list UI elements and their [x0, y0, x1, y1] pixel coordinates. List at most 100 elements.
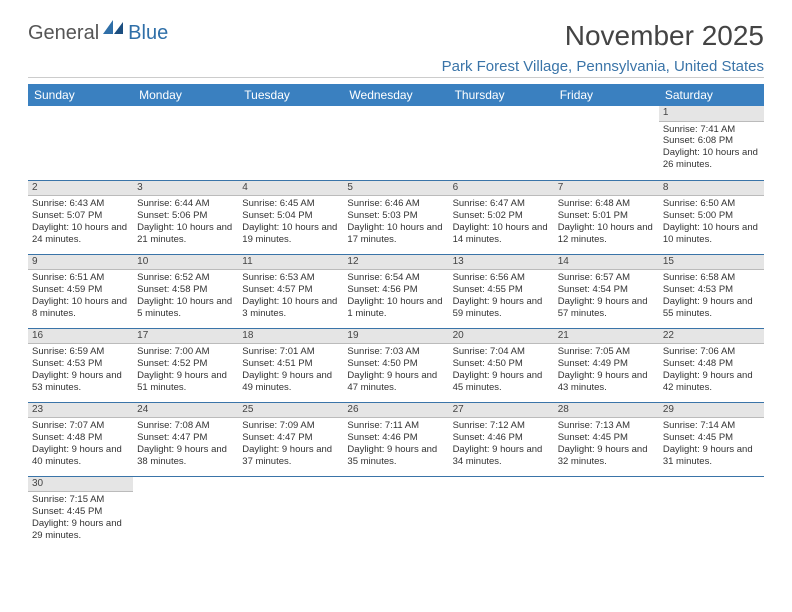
- sunrise-text: Sunrise: 7:12 AM: [453, 420, 550, 432]
- sunrise-text: Sunrise: 6:57 AM: [558, 272, 655, 284]
- day-number: 1: [659, 106, 764, 122]
- sunrise-text: Sunrise: 7:00 AM: [137, 346, 234, 358]
- day-cell: 6Sunrise: 6:47 AMSunset: 5:02 PMDaylight…: [449, 180, 554, 254]
- empty-cell: [449, 476, 554, 550]
- sunset-text: Sunset: 4:50 PM: [347, 358, 444, 370]
- calendar-row: 30Sunrise: 7:15 AMSunset: 4:45 PMDayligh…: [28, 476, 764, 550]
- sunrise-text: Sunrise: 6:48 AM: [558, 198, 655, 210]
- logo: General Blue: [28, 20, 168, 47]
- day-cell: 2Sunrise: 6:43 AMSunset: 5:07 PMDaylight…: [28, 180, 133, 254]
- day-number: 8: [659, 181, 764, 197]
- day-details: Sunrise: 7:13 AMSunset: 4:45 PMDaylight:…: [554, 418, 659, 472]
- day-details: Sunrise: 7:08 AMSunset: 4:47 PMDaylight:…: [133, 418, 238, 472]
- sunset-text: Sunset: 4:48 PM: [32, 432, 129, 444]
- day-details: Sunrise: 7:14 AMSunset: 4:45 PMDaylight:…: [659, 418, 764, 472]
- day-cell: 15Sunrise: 6:58 AMSunset: 4:53 PMDayligh…: [659, 254, 764, 328]
- day-details: Sunrise: 7:05 AMSunset: 4:49 PMDaylight:…: [554, 344, 659, 398]
- day-cell: 25Sunrise: 7:09 AMSunset: 4:47 PMDayligh…: [238, 402, 343, 476]
- day-header: Tuesday: [238, 84, 343, 106]
- sunset-text: Sunset: 4:46 PM: [347, 432, 444, 444]
- daylight-text: Daylight: 9 hours and 49 minutes.: [242, 370, 339, 394]
- sunrise-text: Sunrise: 7:03 AM: [347, 346, 444, 358]
- day-header: Saturday: [659, 84, 764, 106]
- empty-cell: [554, 106, 659, 180]
- day-cell: 28Sunrise: 7:13 AMSunset: 4:45 PMDayligh…: [554, 402, 659, 476]
- day-number: 30: [28, 477, 133, 493]
- daylight-text: Daylight: 10 hours and 1 minute.: [347, 296, 444, 320]
- day-cell: 11Sunrise: 6:53 AMSunset: 4:57 PMDayligh…: [238, 254, 343, 328]
- day-details: Sunrise: 7:15 AMSunset: 4:45 PMDaylight:…: [28, 492, 133, 546]
- daylight-text: Daylight: 10 hours and 19 minutes.: [242, 222, 339, 246]
- day-details: Sunrise: 7:00 AMSunset: 4:52 PMDaylight:…: [133, 344, 238, 398]
- day-details: Sunrise: 7:41 AMSunset: 6:08 PMDaylight:…: [659, 122, 764, 176]
- sunrise-text: Sunrise: 7:06 AM: [663, 346, 760, 358]
- sunset-text: Sunset: 4:59 PM: [32, 284, 129, 296]
- day-cell: 8Sunrise: 6:50 AMSunset: 5:00 PMDaylight…: [659, 180, 764, 254]
- sunset-text: Sunset: 4:45 PM: [663, 432, 760, 444]
- day-header: Thursday: [449, 84, 554, 106]
- day-details: Sunrise: 6:48 AMSunset: 5:01 PMDaylight:…: [554, 196, 659, 250]
- calendar-row: 16Sunrise: 6:59 AMSunset: 4:53 PMDayligh…: [28, 328, 764, 402]
- day-header: Monday: [133, 84, 238, 106]
- day-details: Sunrise: 6:47 AMSunset: 5:02 PMDaylight:…: [449, 196, 554, 250]
- day-cell: 7Sunrise: 6:48 AMSunset: 5:01 PMDaylight…: [554, 180, 659, 254]
- day-details: Sunrise: 7:12 AMSunset: 4:46 PMDaylight:…: [449, 418, 554, 472]
- empty-cell: [343, 476, 448, 550]
- sunset-text: Sunset: 4:53 PM: [32, 358, 129, 370]
- sunrise-text: Sunrise: 6:51 AM: [32, 272, 129, 284]
- sunrise-text: Sunrise: 6:54 AM: [347, 272, 444, 284]
- empty-cell: [238, 106, 343, 180]
- logo-sail-icon: [103, 20, 125, 41]
- day-number: 28: [554, 403, 659, 419]
- daylight-text: Daylight: 9 hours and 32 minutes.: [558, 444, 655, 468]
- sunset-text: Sunset: 4:48 PM: [663, 358, 760, 370]
- day-cell: 14Sunrise: 6:57 AMSunset: 4:54 PMDayligh…: [554, 254, 659, 328]
- day-number: 21: [554, 329, 659, 345]
- day-cell: 24Sunrise: 7:08 AMSunset: 4:47 PMDayligh…: [133, 402, 238, 476]
- day-number: 17: [133, 329, 238, 345]
- sunset-text: Sunset: 4:52 PM: [137, 358, 234, 370]
- daylight-text: Daylight: 10 hours and 24 minutes.: [32, 222, 129, 246]
- day-number: 5: [343, 181, 448, 197]
- day-number: 13: [449, 255, 554, 271]
- day-cell: 22Sunrise: 7:06 AMSunset: 4:48 PMDayligh…: [659, 328, 764, 402]
- day-details: Sunrise: 6:46 AMSunset: 5:03 PMDaylight:…: [343, 196, 448, 250]
- calendar-table: Sunday Monday Tuesday Wednesday Thursday…: [28, 84, 764, 550]
- sunrise-text: Sunrise: 6:58 AM: [663, 272, 760, 284]
- daylight-text: Daylight: 9 hours and 31 minutes.: [663, 444, 760, 468]
- day-cell: 20Sunrise: 7:04 AMSunset: 4:50 PMDayligh…: [449, 328, 554, 402]
- day-details: Sunrise: 6:52 AMSunset: 4:58 PMDaylight:…: [133, 270, 238, 324]
- daylight-text: Daylight: 9 hours and 43 minutes.: [558, 370, 655, 394]
- daylight-text: Daylight: 10 hours and 5 minutes.: [137, 296, 234, 320]
- daylight-text: Daylight: 9 hours and 45 minutes.: [453, 370, 550, 394]
- sunrise-text: Sunrise: 7:11 AM: [347, 420, 444, 432]
- sunset-text: Sunset: 5:03 PM: [347, 210, 444, 222]
- day-details: Sunrise: 6:53 AMSunset: 4:57 PMDaylight:…: [238, 270, 343, 324]
- sunrise-text: Sunrise: 6:44 AM: [137, 198, 234, 210]
- location-row: Park Forest Village, Pennsylvania, Unite…: [28, 58, 764, 78]
- day-header: Sunday: [28, 84, 133, 106]
- daylight-text: Daylight: 9 hours and 51 minutes.: [137, 370, 234, 394]
- day-cell: 5Sunrise: 6:46 AMSunset: 5:03 PMDaylight…: [343, 180, 448, 254]
- daylight-text: Daylight: 10 hours and 14 minutes.: [453, 222, 550, 246]
- empty-cell: [554, 476, 659, 550]
- daylight-text: Daylight: 9 hours and 57 minutes.: [558, 296, 655, 320]
- sunrise-text: Sunrise: 6:46 AM: [347, 198, 444, 210]
- sunrise-text: Sunrise: 7:09 AM: [242, 420, 339, 432]
- day-number: 19: [343, 329, 448, 345]
- calendar-row: 23Sunrise: 7:07 AMSunset: 4:48 PMDayligh…: [28, 402, 764, 476]
- day-cell: 17Sunrise: 7:00 AMSunset: 4:52 PMDayligh…: [133, 328, 238, 402]
- sunrise-text: Sunrise: 7:41 AM: [663, 124, 760, 136]
- sunrise-text: Sunrise: 7:08 AM: [137, 420, 234, 432]
- day-cell: 26Sunrise: 7:11 AMSunset: 4:46 PMDayligh…: [343, 402, 448, 476]
- daylight-text: Daylight: 9 hours and 35 minutes.: [347, 444, 444, 468]
- day-cell: 13Sunrise: 6:56 AMSunset: 4:55 PMDayligh…: [449, 254, 554, 328]
- day-cell: 23Sunrise: 7:07 AMSunset: 4:48 PMDayligh…: [28, 402, 133, 476]
- sunset-text: Sunset: 5:04 PM: [242, 210, 339, 222]
- day-number: 27: [449, 403, 554, 419]
- day-number: 23: [28, 403, 133, 419]
- sunset-text: Sunset: 5:07 PM: [32, 210, 129, 222]
- day-number: 14: [554, 255, 659, 271]
- empty-cell: [449, 106, 554, 180]
- daylight-text: Daylight: 10 hours and 3 minutes.: [242, 296, 339, 320]
